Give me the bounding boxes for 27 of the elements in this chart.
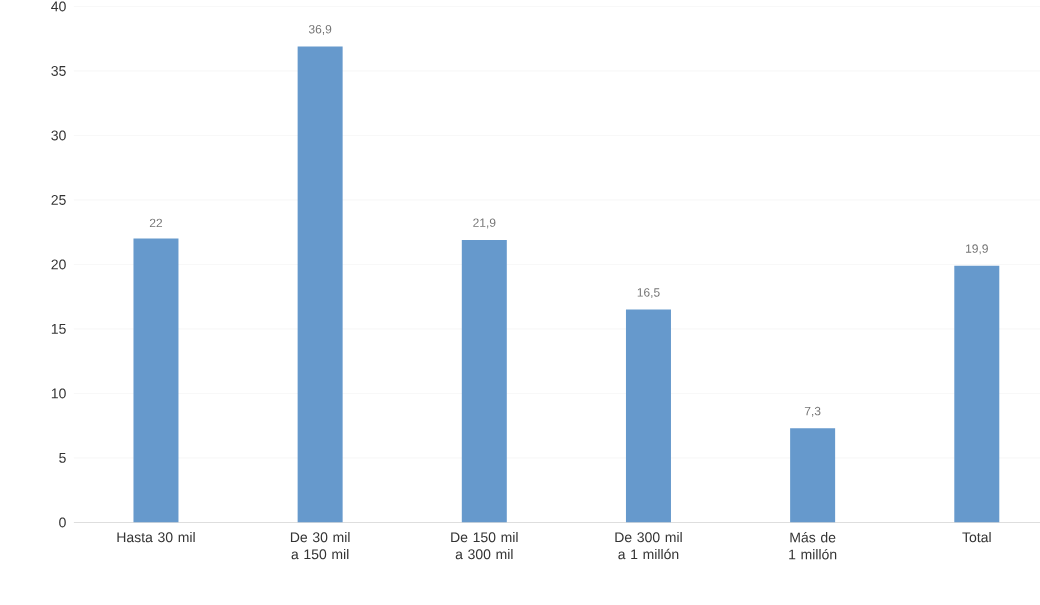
bar (297, 46, 343, 523)
y-tick-label: 20 (51, 259, 66, 270)
x-tick-label: Hasta 30 mil (117, 531, 195, 543)
bar (461, 239, 507, 523)
y-tick-label: 15 (51, 324, 66, 334)
y-tick-label: 40 (51, 1, 66, 12)
bar (625, 309, 671, 523)
bar (790, 428, 836, 523)
bar (133, 238, 179, 523)
x-tick-label: Total (962, 531, 991, 543)
bar (954, 265, 1000, 523)
data-label: 21,9 (473, 218, 496, 229)
data-label: 16,5 (637, 288, 660, 299)
data-label: 19,9 (966, 244, 988, 255)
y-tick-label: 25 (51, 194, 66, 205)
x-tick-label: De 300 mil a 1 millón (615, 531, 682, 560)
data-label: 7,3 (804, 406, 821, 417)
y-tick-label: 5 (59, 453, 66, 463)
x-tick-label: Más de 1 millón (789, 531, 837, 560)
x-tick-label: De 30 mil a 150 mil (290, 531, 350, 560)
y-tick-label: 0 (59, 517, 66, 528)
x-tick-label: De 150 mil a 300 mil (451, 531, 518, 560)
y-tick-label: 30 (51, 130, 66, 141)
y-tick-label: 35 (51, 65, 66, 76)
data-label: 36,9 (308, 24, 332, 35)
data-label: 22 (149, 218, 163, 228)
y-tick-label: 10 (51, 388, 66, 399)
